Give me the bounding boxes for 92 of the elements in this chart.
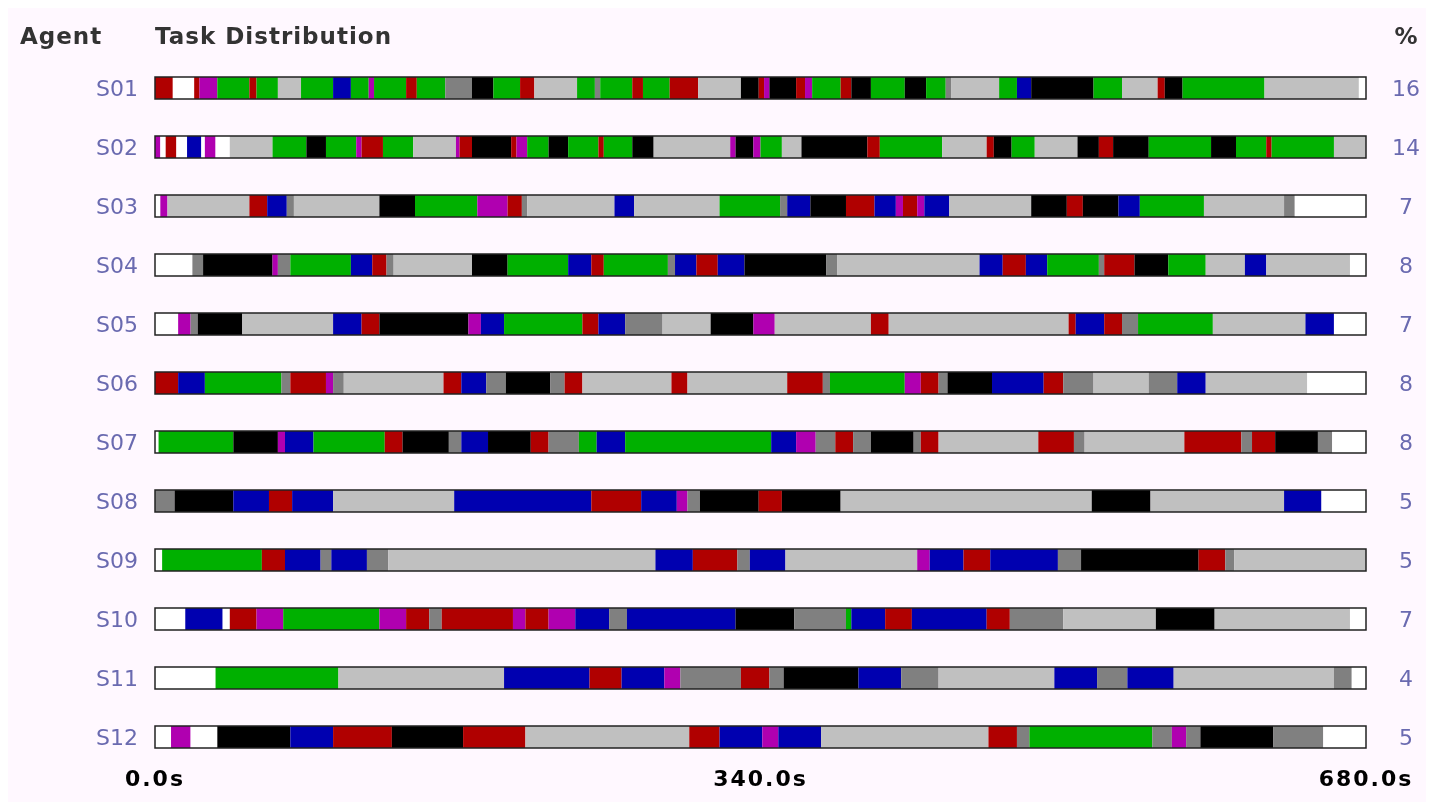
bar bbox=[194, 77, 200, 99]
bar bbox=[664, 667, 681, 689]
bar bbox=[488, 431, 531, 453]
y-tick-label: S02 bbox=[96, 135, 138, 160]
bar bbox=[1097, 667, 1128, 689]
bar bbox=[992, 372, 1044, 394]
bar bbox=[853, 431, 871, 453]
bar bbox=[591, 490, 642, 512]
text: 5 bbox=[1399, 725, 1413, 750]
bar bbox=[461, 372, 487, 394]
bar bbox=[1182, 77, 1265, 99]
bar bbox=[1073, 431, 1085, 453]
text: 5 bbox=[1399, 489, 1413, 514]
text: 5 bbox=[1399, 548, 1413, 573]
bar bbox=[951, 77, 1000, 99]
bar bbox=[582, 372, 672, 394]
bar bbox=[990, 549, 1058, 571]
bar bbox=[1225, 549, 1235, 571]
bar bbox=[867, 136, 880, 158]
bar bbox=[290, 726, 334, 748]
x-tick-label: 340.0s bbox=[713, 766, 808, 791]
y-tick-label: S12 bbox=[96, 725, 138, 750]
bar bbox=[835, 431, 854, 453]
bar bbox=[445, 77, 472, 99]
text: 4 bbox=[1399, 666, 1413, 691]
y-tick-label: S10 bbox=[96, 607, 138, 632]
bar bbox=[1002, 254, 1026, 276]
bar bbox=[662, 313, 711, 335]
x-tick-label: 680.0s bbox=[1318, 766, 1414, 791]
bar bbox=[306, 136, 326, 158]
y-tick-label: S09 bbox=[96, 548, 138, 573]
text: 14 bbox=[1392, 135, 1420, 160]
bar bbox=[1031, 77, 1094, 99]
bar bbox=[525, 608, 549, 630]
bar bbox=[591, 254, 604, 276]
bar bbox=[771, 431, 797, 453]
bar bbox=[530, 431, 549, 453]
y-tick-label: S04 bbox=[96, 253, 138, 278]
bar bbox=[379, 608, 407, 630]
bar bbox=[1127, 667, 1174, 689]
y-tick-label: S03 bbox=[96, 194, 138, 219]
bar bbox=[333, 77, 351, 99]
bar bbox=[826, 254, 838, 276]
text: 8 bbox=[1399, 371, 1413, 396]
bar bbox=[472, 254, 508, 276]
text: 16 bbox=[1392, 76, 1420, 101]
y-axis-title: Agent bbox=[20, 23, 103, 49]
bar bbox=[406, 608, 430, 630]
bar bbox=[1063, 372, 1094, 394]
bar bbox=[1118, 195, 1140, 217]
bar bbox=[429, 608, 442, 630]
bar bbox=[783, 667, 859, 689]
text: 8 bbox=[1399, 253, 1413, 278]
bar bbox=[1104, 313, 1123, 335]
bar bbox=[1113, 136, 1149, 158]
bar bbox=[511, 136, 517, 158]
bar bbox=[1148, 136, 1212, 158]
text: 7 bbox=[1399, 607, 1413, 632]
bar bbox=[924, 195, 950, 217]
bar bbox=[653, 136, 731, 158]
bar bbox=[463, 726, 526, 748]
bar bbox=[461, 431, 489, 453]
bar bbox=[292, 490, 334, 512]
x-tick-label: 0.0s bbox=[124, 766, 186, 791]
bar bbox=[920, 431, 939, 453]
y-tick-label: S07 bbox=[96, 430, 138, 455]
bar bbox=[840, 490, 1092, 512]
bar bbox=[267, 195, 287, 217]
y-tick-label: S06 bbox=[96, 371, 138, 396]
bar bbox=[406, 77, 417, 99]
bar bbox=[1177, 372, 1206, 394]
bar bbox=[1271, 136, 1334, 158]
y-tick-label: S11 bbox=[96, 666, 138, 691]
y-tick-label: S01 bbox=[96, 76, 138, 101]
y2-axis-title: % bbox=[1394, 23, 1418, 49]
bar bbox=[261, 549, 285, 571]
y-tick-label: S08 bbox=[96, 489, 138, 514]
bar bbox=[1093, 372, 1149, 394]
bar bbox=[480, 313, 505, 335]
text: 7 bbox=[1399, 194, 1413, 219]
bar bbox=[1084, 431, 1185, 453]
bar bbox=[632, 77, 643, 99]
bar bbox=[1205, 254, 1245, 276]
bar bbox=[1038, 431, 1074, 453]
bar bbox=[582, 313, 599, 335]
bar bbox=[372, 254, 387, 276]
y-tick-label: S05 bbox=[96, 312, 138, 337]
bar bbox=[986, 608, 1010, 630]
chart-title: Task Distribution bbox=[155, 23, 393, 49]
text: 7 bbox=[1399, 312, 1413, 337]
text: 8 bbox=[1399, 430, 1413, 455]
bar bbox=[634, 195, 720, 217]
